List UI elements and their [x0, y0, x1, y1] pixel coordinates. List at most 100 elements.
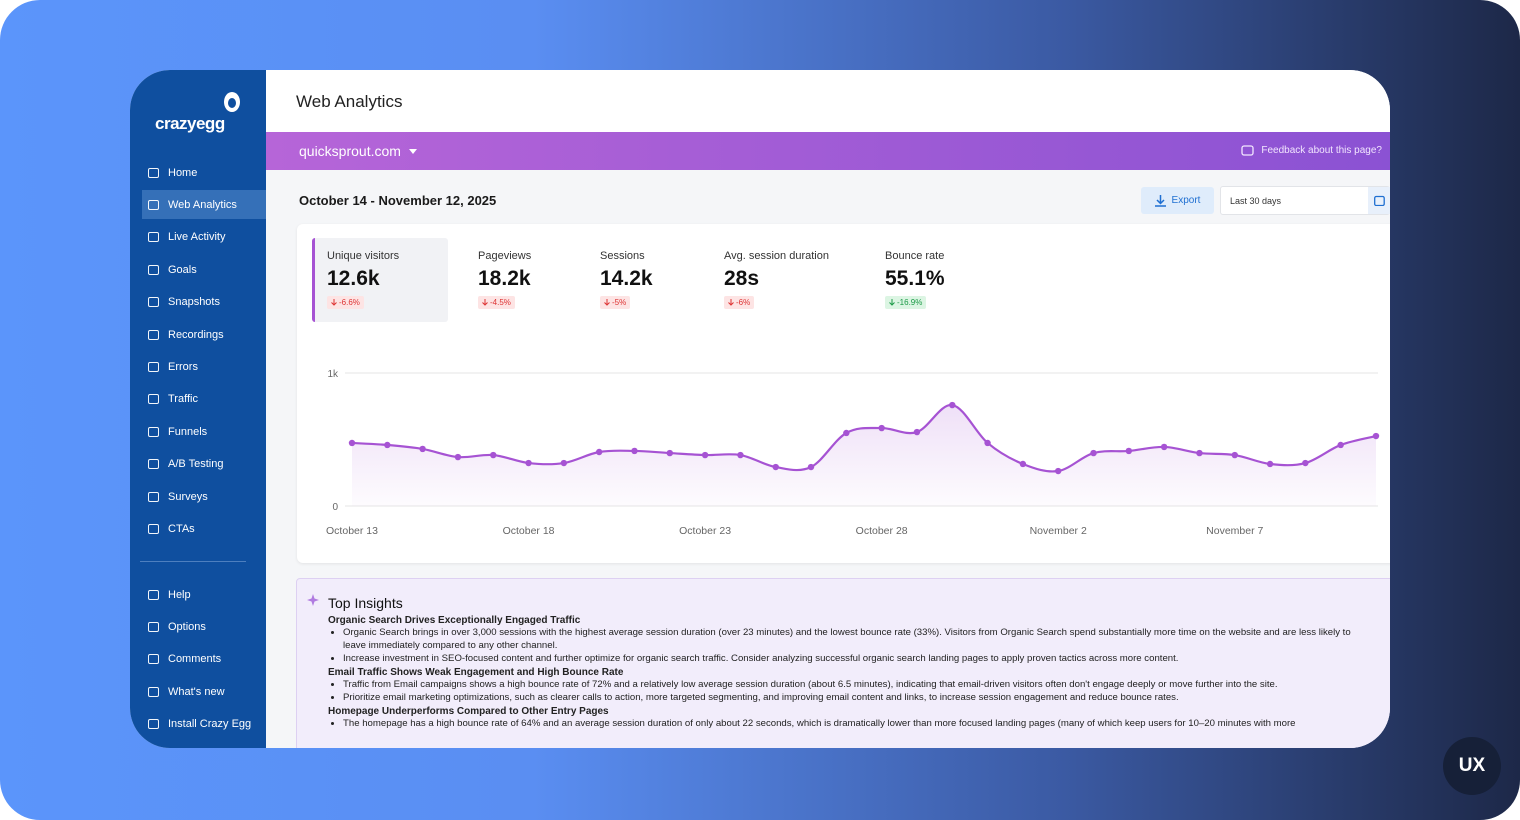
- nav-icon: [148, 426, 159, 437]
- data-point[interactable]: [1125, 447, 1133, 455]
- down-arrow: [889, 299, 895, 306]
- data-point[interactable]: [1302, 459, 1309, 467]
- metric-tile[interactable]: Sessions 14.2k -5%: [600, 238, 736, 322]
- nav-item[interactable]: Goals: [142, 255, 266, 284]
- data-point[interactable]: [1372, 432, 1380, 440]
- data-point[interactable]: [595, 448, 603, 456]
- metric-change: -6%: [724, 296, 755, 309]
- data-point[interactable]: [666, 449, 673, 457]
- data-point[interactable]: [490, 451, 497, 459]
- nav-label: Recordings: [168, 328, 224, 341]
- sparkle-icon: [307, 594, 319, 606]
- data-point[interactable]: [631, 447, 638, 455]
- header: Web Analytics: [266, 70, 1390, 132]
- nav-item[interactable]: CTAs: [142, 514, 266, 543]
- data-point[interactable]: [1090, 449, 1097, 457]
- nav-label: Funnels: [168, 425, 208, 438]
- data-point[interactable]: [348, 439, 356, 447]
- data-point[interactable]: [949, 401, 956, 409]
- data-point[interactable]: [560, 459, 568, 467]
- metric-label: Unique visitors: [327, 250, 400, 262]
- period-select[interactable]: Last 30 days: [1220, 186, 1390, 215]
- nav-item[interactable]: Help: [142, 580, 266, 609]
- logo[interactable]: crazyegg: [155, 114, 225, 133]
- metric-tile[interactable]: Pageviews 18.2k -4.5%: [478, 238, 614, 322]
- nav-item[interactable]: Live Activity: [142, 223, 266, 252]
- site-selector[interactable]: quicksprout.com: [299, 143, 417, 159]
- data-point[interactable]: [843, 429, 850, 437]
- nav-item[interactable]: A/B Testing: [142, 450, 266, 479]
- metric-tile[interactable]: Avg. session duration 28s -6%: [724, 238, 860, 322]
- nav-icon: [148, 329, 159, 340]
- down-arrow: [482, 299, 488, 306]
- nav-icon: [148, 232, 159, 243]
- nav-item[interactable]: Surveys: [142, 482, 266, 511]
- data-point[interactable]: [1337, 441, 1344, 449]
- export-label: Export: [1171, 195, 1201, 206]
- nav-icon: [148, 264, 159, 275]
- data-point[interactable]: [984, 439, 991, 447]
- metric-change: -5%: [600, 296, 631, 309]
- data-point[interactable]: [1160, 443, 1168, 451]
- nav-icon: [148, 394, 159, 405]
- data-point[interactable]: [525, 459, 532, 467]
- data-point[interactable]: [1196, 449, 1203, 457]
- nav-item[interactable]: Funnels: [142, 417, 266, 446]
- nav-item[interactable]: Errors: [142, 352, 266, 381]
- x-tick-label: November 7: [1206, 525, 1263, 537]
- nav-item[interactable]: Home: [142, 158, 266, 187]
- metric-tile[interactable]: Bounce rate 55.1% -16.9%: [885, 238, 1021, 322]
- data-point[interactable]: [1055, 467, 1062, 475]
- nav-label: Live Activity: [168, 231, 226, 244]
- down-arrow: [604, 299, 610, 306]
- caret: [408, 148, 417, 154]
- data-point[interactable]: [454, 453, 462, 461]
- calendar-button[interactable]: [1368, 187, 1390, 214]
- nav-item[interactable]: Snapshots: [142, 288, 266, 317]
- nav-item[interactable]: Recordings: [142, 320, 266, 349]
- nav-item[interactable]: Options: [142, 612, 266, 641]
- data-point[interactable]: [737, 451, 744, 459]
- nav-icon: [148, 621, 159, 632]
- data-point[interactable]: [1266, 460, 1274, 468]
- nav-label: Comments: [168, 653, 222, 666]
- x-tick-label: October 23: [679, 525, 731, 537]
- feedback-link[interactable]: Feedback about this page?: [1241, 145, 1382, 156]
- data-point[interactable]: [419, 445, 426, 453]
- nav-item[interactable]: What's new: [142, 677, 266, 706]
- data-point[interactable]: [1019, 460, 1027, 468]
- nav-icon: [148, 199, 159, 210]
- x-tick-label: October 18: [503, 525, 555, 537]
- nav-item[interactable]: Web Analytics: [142, 190, 266, 220]
- nav-item[interactable]: Comments: [142, 645, 266, 674]
- app-window: crazyegg Home Web Analytics Live Activity G…: [130, 70, 1390, 748]
- line-area: [352, 404, 1376, 506]
- nav-label: Web Analytics: [168, 198, 237, 211]
- nav-item[interactable]: Traffic: [142, 385, 266, 414]
- insight-heading: Organic Search Drives Exceptionally Enga…: [328, 615, 581, 626]
- nav-item[interactable]: Install Crazy Egg: [142, 710, 266, 739]
- x-tick-label: October 28: [856, 525, 908, 537]
- line-chart: 0 1k October 13 October 18 October 23 October…: [326, 369, 1380, 537]
- download-icon: [1154, 194, 1166, 207]
- export-button[interactable]: Export: [1141, 187, 1214, 214]
- nav-label: Home: [168, 166, 198, 179]
- data-point[interactable]: [807, 463, 815, 471]
- metric-tile[interactable]: Unique visitors 12.6k -6.6%: [312, 238, 448, 322]
- nav-label: What's new: [168, 685, 225, 698]
- data-point[interactable]: [384, 441, 391, 449]
- data-point[interactable]: [878, 424, 885, 432]
- site-bar: quicksprout.com Feedback about this page…: [266, 132, 1390, 170]
- data-point[interactable]: [1231, 451, 1238, 459]
- data-point[interactable]: [701, 451, 709, 459]
- period-label: Last 30 days: [1230, 196, 1282, 206]
- change-text: -6.6%: [339, 298, 360, 307]
- metric-value: 55.1%: [885, 267, 945, 290]
- nav-icon: [148, 167, 159, 178]
- down-arrow: [728, 299, 734, 306]
- data-point[interactable]: [913, 428, 921, 436]
- down-arrow: [331, 299, 337, 306]
- brand-badge: UX: [1443, 737, 1501, 795]
- data-point[interactable]: [772, 463, 779, 471]
